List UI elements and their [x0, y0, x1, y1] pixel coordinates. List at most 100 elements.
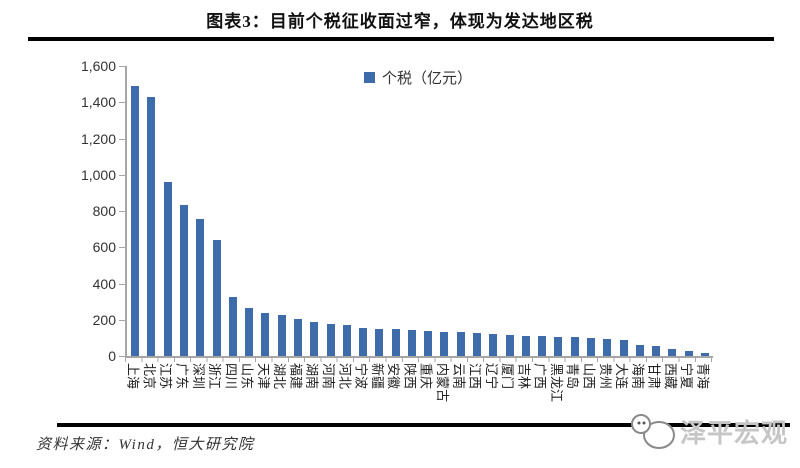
y-axis-label: 1,000: [80, 166, 116, 183]
bar-山东: [245, 308, 254, 356]
y-axis-tick: [119, 356, 125, 357]
x-label-slot: 黑龙江: [548, 363, 564, 402]
bar-上海: [131, 85, 140, 356]
bar-slot: [681, 66, 697, 356]
x-label-slot: 山西: [581, 363, 597, 402]
x-label-slot: 湖南: [304, 363, 320, 402]
bar-新疆: [375, 328, 384, 356]
bar-slot: [208, 66, 224, 356]
x-axis-label: 广西: [532, 363, 548, 390]
x-label-slot: 西藏: [662, 363, 678, 402]
watermark: 泽平宏观: [630, 411, 788, 451]
bar-slot: [599, 66, 615, 356]
x-axis-label: 安徽: [386, 363, 402, 390]
x-axis-labels: 上海 北京 江苏 广东 深圳 浙江 四川 山东 天津 湖北 福建 湖南 河南 河北 宁波 新疆 安徽 陕西 重庆 内蒙…: [125, 363, 711, 402]
x-label-slot: 广东: [174, 363, 190, 402]
x-axis-label: 宁夏: [679, 363, 695, 390]
bar-海南: [635, 345, 644, 356]
bar-青岛: [570, 337, 579, 356]
x-axis-label: 北京: [141, 363, 157, 390]
x-label-slot: 辽宁: [483, 363, 499, 402]
bar-云南: [456, 331, 465, 356]
mascot-icon: [630, 414, 675, 449]
bar-宁夏: [684, 351, 693, 356]
x-label-slot: 甘肃: [646, 363, 662, 402]
bars: [127, 66, 713, 356]
title-divider: [28, 37, 774, 41]
bar-江苏: [163, 182, 172, 356]
bar-安徽: [391, 329, 400, 356]
bar-浙江: [212, 239, 221, 356]
y-axis-tick: [119, 66, 125, 67]
bar-内蒙古: [440, 331, 449, 356]
bar-slot: [420, 66, 436, 356]
y-axis-label: 1,600: [80, 58, 116, 74]
bar-slot: [322, 66, 338, 356]
bar-slot: [339, 66, 355, 356]
x-label-slot: 福建: [288, 363, 304, 402]
bar-河北: [342, 324, 351, 356]
bar-slot: [485, 66, 501, 356]
x-label-slot: 云南: [451, 363, 467, 402]
y-axis-label: 200: [92, 311, 116, 328]
bar-北京: [147, 96, 156, 356]
x-axis-label: 天津: [255, 363, 271, 390]
x-axis-label: 厦门: [500, 363, 516, 390]
y-axis-label: 0: [108, 348, 116, 364]
bar-slot: [371, 66, 387, 356]
x-axis-label: 黑龙江: [548, 363, 564, 403]
x-label-slot: 宁波: [353, 363, 369, 402]
bar-slot: [225, 66, 241, 356]
x-axis-label: 甘肃: [646, 363, 662, 390]
footer-divider: [57, 423, 790, 427]
bar-slot: [176, 66, 192, 356]
x-label-slot: 宁夏: [679, 363, 695, 402]
x-axis-label: 青海: [695, 363, 711, 390]
bar-slot: [453, 66, 469, 356]
x-label-slot: 上海: [125, 363, 141, 402]
x-axis-label: 江苏: [158, 363, 174, 390]
bar-陕西: [407, 329, 416, 356]
bar-江西: [473, 333, 482, 356]
bar-吉林: [521, 335, 530, 356]
bar-slot: [404, 66, 420, 356]
bar-slot: [143, 66, 159, 356]
bar-slot: [436, 66, 452, 356]
x-axis-label: 山西: [581, 363, 597, 390]
x-label-slot: 北京: [141, 363, 157, 402]
bar-天津: [261, 312, 270, 356]
bar-slot: [127, 66, 143, 356]
y-axis-tick: [119, 174, 125, 176]
bar-slot: [192, 66, 208, 356]
bar-宁波: [359, 327, 368, 356]
bar-四川: [228, 296, 237, 356]
bar-湖南: [310, 322, 319, 356]
bar-slot: [534, 66, 550, 356]
x-axis-label: 贵州: [597, 363, 613, 390]
x-axis-label: 吉林: [516, 363, 532, 390]
bar-slot: [583, 66, 599, 356]
bar-厦门: [505, 335, 514, 356]
x-label-slot: 吉林: [516, 363, 532, 402]
x-label-slot: 海南: [630, 363, 646, 402]
x-label-slot: 新疆: [369, 363, 385, 402]
x-axis-label: 广东: [174, 363, 190, 390]
x-label-slot: 天津: [255, 363, 271, 402]
x-label-slot: 广西: [532, 363, 548, 402]
bar-slot: [664, 66, 680, 356]
x-label-slot: 深圳: [190, 363, 206, 402]
x-label-slot: 内蒙古: [434, 363, 450, 402]
y-axis-label: 1,400: [80, 94, 116, 111]
y-axis-tick: [119, 102, 125, 104]
bar-大连: [619, 340, 628, 356]
y-axis-label: 1,200: [80, 130, 116, 147]
x-axis-label: 西藏: [662, 363, 678, 390]
bar-slot: [550, 66, 566, 356]
x-label-slot: 安徽: [386, 363, 402, 402]
x-axis-label: 江西: [467, 363, 483, 390]
x-axis-label: 河南: [321, 363, 337, 390]
x-axis-label: 深圳: [190, 363, 206, 390]
x-axis-label: 青岛: [565, 363, 581, 390]
bar-深圳: [196, 218, 205, 356]
bar-slot: [697, 66, 713, 356]
